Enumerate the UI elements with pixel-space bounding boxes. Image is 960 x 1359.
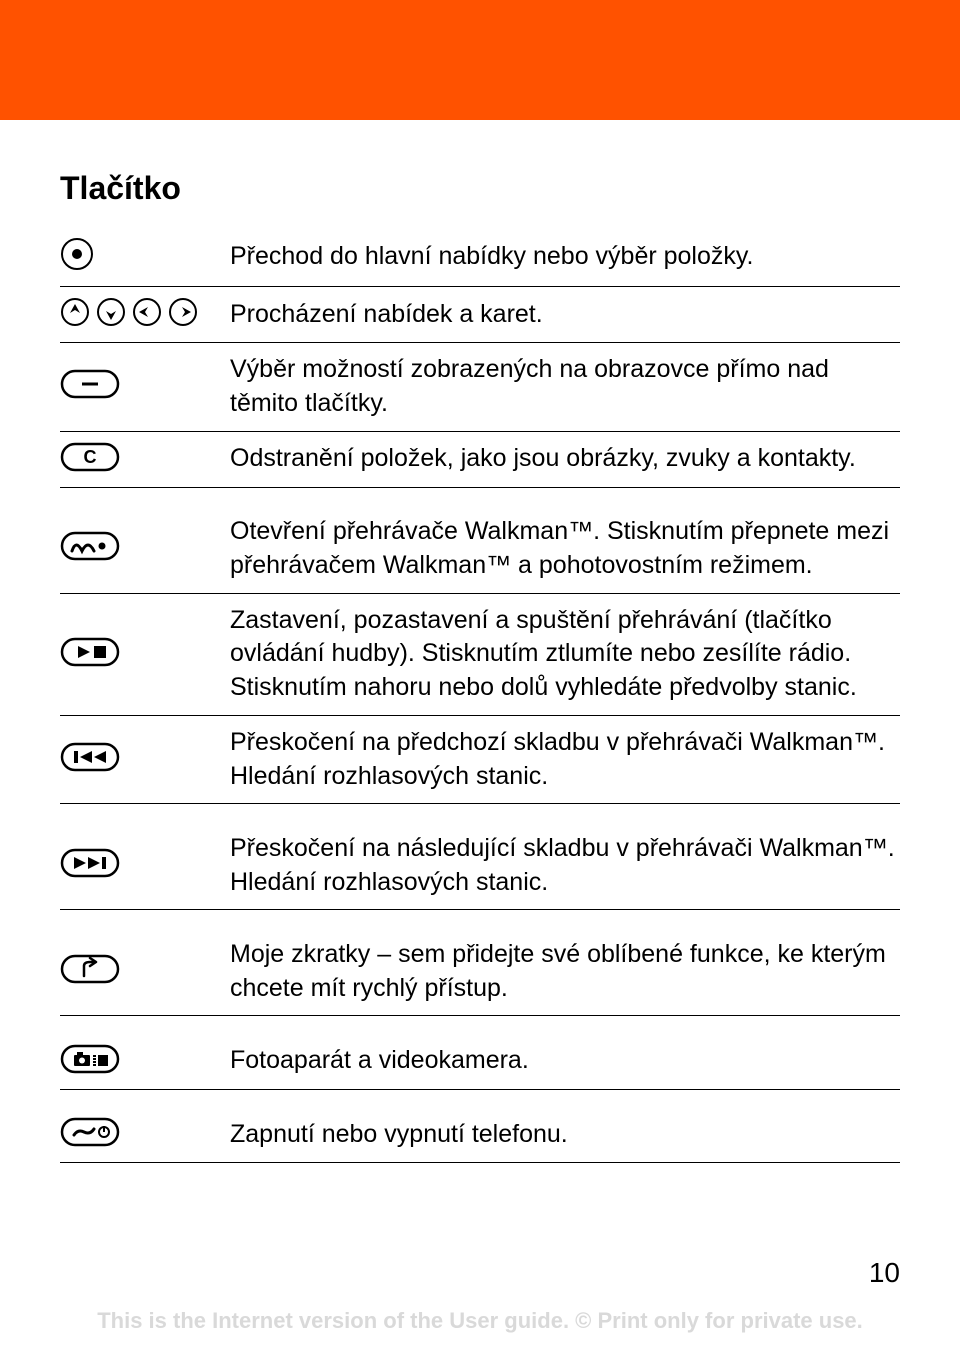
icon-cell [60, 593, 230, 715]
button-table: Přechod do hlavní nabídky nebo výběr pol… [60, 227, 900, 1163]
next-track-icon [60, 848, 120, 878]
description-cell: Fotoaparát a videokamera. [230, 1034, 900, 1090]
description-cell: Výběr možností zobrazených na obrazovce … [230, 343, 900, 432]
table-row: Přechod do hlavní nabídky nebo výběr pol… [60, 227, 900, 287]
icon-cell [60, 287, 230, 343]
icon-cell [60, 227, 230, 287]
walkman-icon [60, 531, 120, 561]
shortcut-icon [60, 954, 120, 984]
description-cell: Otevření přehrávače Walkman™. Stisknutím… [230, 505, 900, 593]
icon-cell [60, 505, 230, 593]
center-dot-icon [60, 237, 94, 271]
nav-4way-icon [60, 297, 198, 327]
description-cell: Moje zkratky – sem přidejte své oblíbené… [230, 928, 900, 1016]
description-cell: Odstranění položek, jako jsou obrázky, z… [230, 431, 900, 487]
table-row: Přeskočení na následující skladbu v přeh… [60, 822, 900, 910]
play-stop-icon [60, 637, 120, 667]
table-row: Moje zkratky – sem přidejte své oblíbené… [60, 928, 900, 1016]
camera-icon [60, 1044, 120, 1074]
icon-cell [60, 715, 230, 804]
power-icon [60, 1117, 120, 1147]
table-row: C Odstranění položek, jako jsou obrázky,… [60, 431, 900, 487]
softkey-dash-icon [60, 369, 120, 399]
icon-cell: C [60, 431, 230, 487]
description-cell: Přeskočení na předchozí skladbu v přehrá… [230, 715, 900, 804]
table-row: Přeskočení na předchozí skladbu v přehrá… [60, 715, 900, 804]
svg-text:C: C [84, 447, 97, 467]
description-cell: Přechod do hlavní nabídky nebo výběr pol… [230, 227, 900, 287]
section-title: Tlačítko [60, 170, 900, 207]
description-cell: Přeskočení na následující skladbu v přeh… [230, 822, 900, 910]
icon-cell [60, 1034, 230, 1090]
footer-text: This is the Internet version of the User… [0, 1308, 960, 1334]
table-row: Fotoaparát a videokamera. [60, 1034, 900, 1090]
c-key-icon: C [60, 442, 120, 472]
icon-cell [60, 928, 230, 1016]
icon-cell [60, 1107, 230, 1163]
prev-track-icon [60, 742, 120, 772]
description-cell: Zapnutí nebo vypnutí telefonu. [230, 1107, 900, 1163]
table-row: Procházení nabídek a karet. [60, 287, 900, 343]
table-row: Otevření přehrávače Walkman™. Stisknutím… [60, 505, 900, 593]
icon-cell [60, 822, 230, 910]
description-cell: Procházení nabídek a karet. [230, 287, 900, 343]
page-number: 10 [869, 1257, 900, 1289]
table-row: Zapnutí nebo vypnutí telefonu. [60, 1107, 900, 1163]
description-cell: Zastavení, pozastavení a spuštění přehrá… [230, 593, 900, 715]
content-area: Tlačítko Přechod do hlavní nabídky nebo … [0, 120, 960, 1163]
table-row: Zastavení, pozastavení a spuštění přehrá… [60, 593, 900, 715]
header-bar [0, 0, 960, 120]
table-row: Výběr možností zobrazených na obrazovce … [60, 343, 900, 432]
icon-cell [60, 343, 230, 432]
